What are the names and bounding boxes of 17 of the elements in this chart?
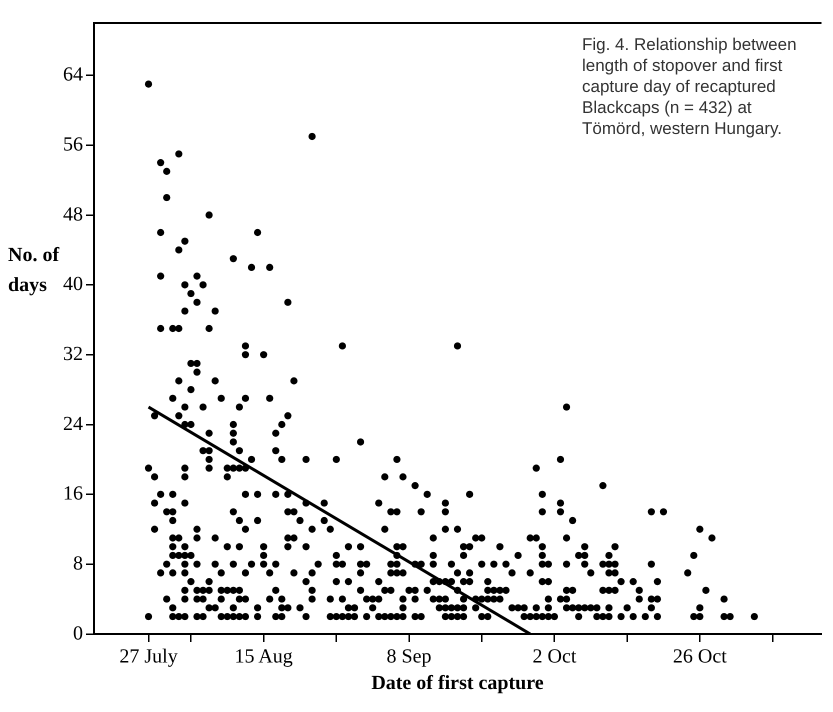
x-tick-label: 26 Oct bbox=[672, 645, 728, 668]
y-tick-label: 48 bbox=[63, 203, 83, 226]
x-tick-label: 27 July bbox=[119, 645, 178, 668]
x-tick-label: 15 Aug bbox=[234, 645, 293, 668]
x-tick-label: 2 Oct bbox=[532, 645, 577, 668]
y-tick-label: 56 bbox=[63, 133, 83, 156]
y-tick-label: 40 bbox=[63, 273, 83, 296]
x-tick-label: 8 Sep bbox=[386, 645, 432, 668]
y-tick-label: 64 bbox=[63, 64, 83, 86]
y-tick-label: 24 bbox=[63, 412, 83, 435]
y-tick-label: 8 bbox=[73, 552, 83, 574]
y-axis-title: No. of days bbox=[8, 244, 60, 296]
annotation: Fig. 4. Relationship between length of stopover and first capture day of recaptured Blackcaps (n = 432) at Tömörd, western Hungary. bbox=[582, 34, 798, 139]
y-tick-label: 16 bbox=[63, 482, 83, 505]
x-axis-title: Date of first capture bbox=[371, 672, 544, 694]
y-tick-label: 32 bbox=[63, 342, 83, 365]
y-tick-label: 0 bbox=[73, 622, 83, 644]
